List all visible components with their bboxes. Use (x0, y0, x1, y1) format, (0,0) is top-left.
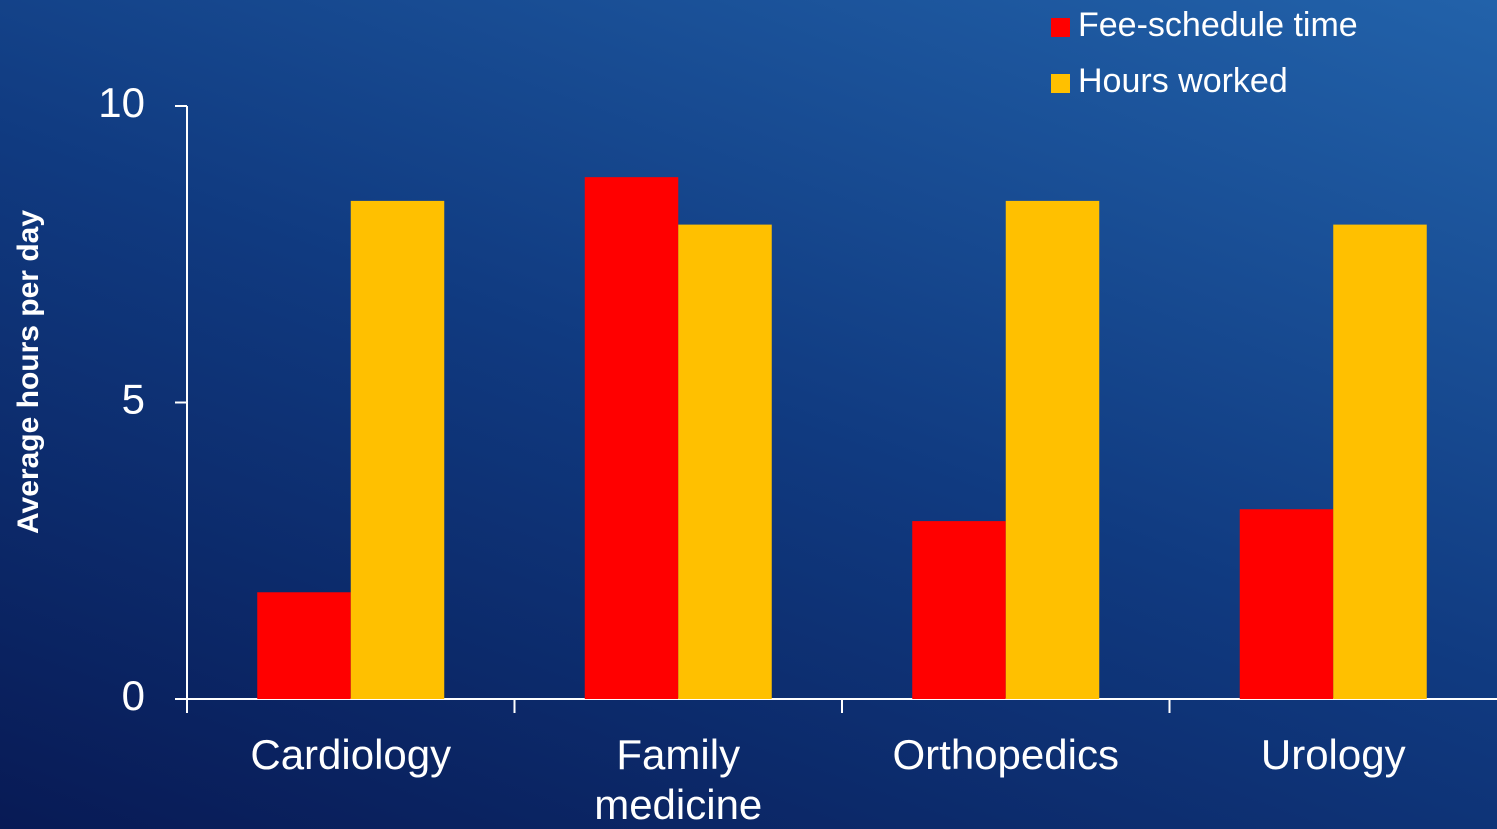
y-tick-label: 5 (122, 376, 145, 423)
x-tick-label: Cardiology (250, 731, 452, 778)
bar (350, 200, 445, 699)
bar (584, 177, 679, 699)
bar (1239, 509, 1334, 699)
y-tick-label: 0 (122, 672, 145, 719)
x-tick-label: Orthopedics (892, 731, 1119, 778)
bar (912, 521, 1006, 699)
legend-label: Fee-schedule time (1078, 6, 1358, 44)
y-tick-label: 10 (98, 79, 145, 126)
x-tick-label: Family medicine (594, 731, 763, 828)
bar (678, 224, 772, 699)
bar (257, 592, 351, 699)
bar (1005, 200, 1100, 699)
x-tick-label: Urology (1260, 731, 1406, 778)
bar (1333, 224, 1427, 699)
y-axis-label: Average hours per day (12, 210, 45, 534)
legend-swatch (1051, 18, 1070, 37)
legend-swatch (1051, 74, 1070, 93)
legend-label: Hours worked (1078, 62, 1288, 100)
